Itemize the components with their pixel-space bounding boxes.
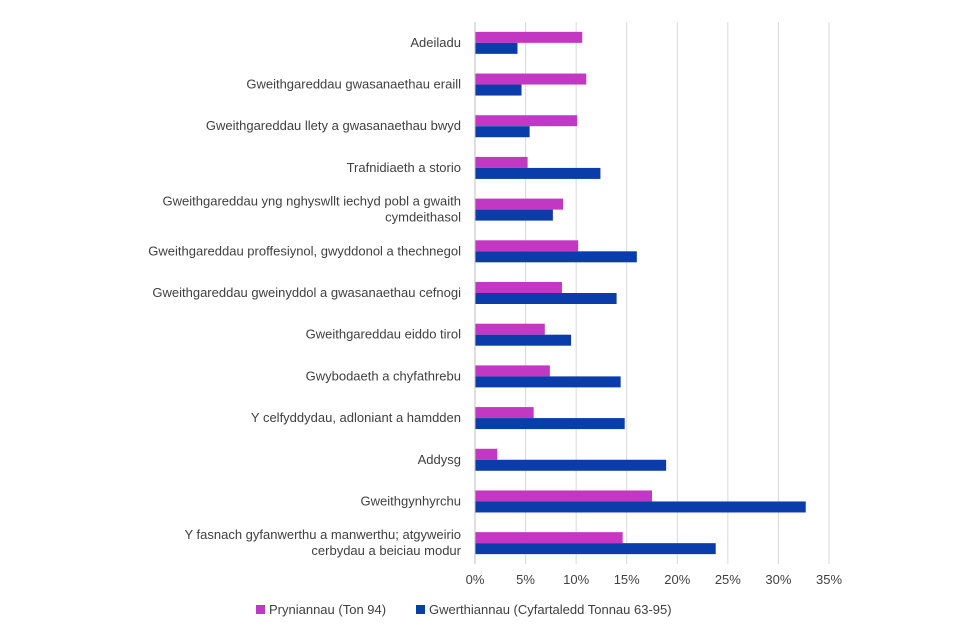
category-label-line: cerbydau a beiciau modur <box>311 543 461 558</box>
category-label-4: Gweithgareddau yng nghyswllt iechyd pobl… <box>163 194 462 225</box>
bar-purchases-3 <box>475 156 528 168</box>
bar-sales-11 <box>475 501 806 513</box>
bar-sales-10 <box>475 459 667 471</box>
category-label-6: Gweithgareddau gweinyddol a gwasanaethau… <box>152 285 461 300</box>
x-tick-label: 15% <box>614 572 640 587</box>
legend-swatch-1 <box>416 605 425 614</box>
category-label-line: Trafnidiaeth a storio <box>347 160 461 175</box>
category-label-line: Gweithgareddau yng nghyswllt iechyd pobl… <box>163 194 461 209</box>
category-label-7: Gweithgareddau eiddo tirol <box>306 327 461 342</box>
category-label-10: Addysg <box>418 452 461 467</box>
category-label-9: Y celfyddydau, adloniant a hamdden <box>251 410 461 425</box>
x-tick-labels: 0% 5% 10% 15% 20% 25% 30% 35% <box>466 572 843 587</box>
category-label-line: Gwybodaeth a chyfathrebu <box>306 368 461 383</box>
bar-purchases-11 <box>475 490 652 502</box>
category-label-line: Adeiladu <box>410 35 461 50</box>
bar-sales-8 <box>475 376 621 388</box>
category-label-12: Y fasnach gyfanwerthu a manwerthu; atgyw… <box>184 527 461 558</box>
category-label-1: Gweithgareddau gwasanaethau eraill <box>246 77 461 92</box>
x-tick-label: 20% <box>664 572 690 587</box>
category-label-2: Gweithgareddau llety a gwasanaethau bwyd <box>206 118 461 133</box>
bar-purchases-10 <box>475 448 498 460</box>
bar-purchases-8 <box>475 365 550 377</box>
bar-sales-7 <box>475 334 572 346</box>
bar-sales-5 <box>475 251 637 263</box>
bar-sales-4 <box>475 209 553 221</box>
category-label-line: Gweithgareddau llety a gwasanaethau bwyd <box>206 118 461 133</box>
bar-sales-1 <box>475 84 522 96</box>
bar-sales-12 <box>475 543 716 555</box>
x-tick-label: 25% <box>715 572 741 587</box>
category-label-line: Gweithgareddau proffesiynol, gwyddonol a… <box>148 243 461 258</box>
bar-purchases-6 <box>475 282 562 293</box>
bar-purchases-4 <box>475 198 563 210</box>
bar-purchases-2 <box>475 115 578 127</box>
bar-sales-2 <box>475 126 530 138</box>
category-label-line: Gweithgynhyrchu <box>361 493 461 508</box>
category-label-11: Gweithgynhyrchu <box>361 493 461 508</box>
category-label-0: Adeiladu <box>410 35 461 50</box>
category-label-line: Gweithgareddau gweinyddol a gwasanaethau… <box>152 285 461 300</box>
bar-purchases-9 <box>475 407 534 419</box>
category-label-line: Y fasnach gyfanwerthu a manwerthu; atgyw… <box>184 527 461 542</box>
legend-label-1: Gwerthiannau (Cyfartaledd Tonnau 63-95) <box>429 602 672 617</box>
category-label-line: Gweithgareddau gwasanaethau eraill <box>246 77 461 92</box>
x-tick-label: 10% <box>563 572 589 587</box>
legend-swatch-0 <box>256 605 265 614</box>
category-label-line: Y celfyddydau, adloniant a hamdden <box>251 410 461 425</box>
bar-sales-0 <box>475 42 518 54</box>
bar-sales-9 <box>475 418 625 430</box>
category-labels: Adeiladu Gweithgareddau gwasanaethau erai… <box>148 35 461 558</box>
bar-purchases-5 <box>475 240 579 252</box>
x-tick-label: 5% <box>516 572 535 587</box>
bar-purchases-0 <box>475 31 583 43</box>
gridlines <box>525 22 830 564</box>
x-tick-label: 35% <box>816 572 842 587</box>
category-label-8: Gwybodaeth a chyfathrebu <box>306 368 461 383</box>
category-label-line: cymdeithasol <box>385 210 461 225</box>
bar-purchases-1 <box>475 73 587 85</box>
legend: Pryniannau (Ton 94) Gwerthiannau (Cyfarta… <box>256 602 672 617</box>
category-label-line: Gweithgareddau eiddo tirol <box>306 327 461 342</box>
x-tick-label: 30% <box>765 572 791 587</box>
category-label-3: Trafnidiaeth a storio <box>347 160 461 175</box>
bars <box>475 31 806 555</box>
bar-purchases-7 <box>475 323 545 335</box>
x-tick-label: 0% <box>466 572 485 587</box>
legend-label-0: Pryniannau (Ton 94) <box>269 602 386 617</box>
bar-sales-3 <box>475 167 601 179</box>
category-label-line: Addysg <box>418 452 461 467</box>
category-label-5: Gweithgareddau proffesiynol, gwyddonol a… <box>148 243 461 258</box>
bar-sales-6 <box>475 293 617 304</box>
bar-purchases-12 <box>475 532 623 544</box>
